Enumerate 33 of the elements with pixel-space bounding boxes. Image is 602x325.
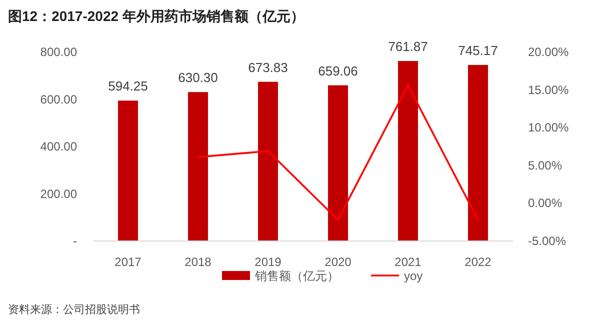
bar [468, 64, 488, 241]
data-label: 673.83 [248, 60, 288, 75]
legend-label: 销售额（亿元） [254, 269, 339, 283]
data-label: 761.87 [388, 39, 428, 54]
x-tick-label: 2018 [184, 255, 212, 269]
x-tick-label: 2022 [464, 255, 492, 269]
data-label: 630.30 [178, 70, 218, 86]
y-tick-label: 600.00 [40, 92, 78, 106]
y2-tick-label: 20.00% [528, 45, 570, 59]
legend-label: yoy [404, 269, 423, 283]
x-tick-label: 2017 [114, 255, 142, 269]
y2-tick-label: -5.00% [528, 234, 566, 248]
x-tick-label: 2021 [394, 255, 422, 269]
data-label: 594.25 [108, 78, 148, 94]
y-tick-label: - [73, 234, 77, 248]
bar [188, 92, 208, 241]
x-tick-label: 2019 [254, 255, 282, 269]
data-label: 745.17 [458, 42, 498, 58]
title: 图12：2017-2022 年外用药市场销售额（亿元） [8, 8, 304, 24]
bar [258, 82, 278, 241]
bar [398, 61, 418, 241]
y-tick-label: 800.00 [40, 45, 78, 59]
text: 资料来源：公司招股说明书 [8, 303, 140, 316]
y2-tick-label: 5.00% [528, 158, 562, 172]
y2-tick-label: 10.00% [528, 120, 570, 135]
y-tick-label: 200.00 [40, 186, 78, 201]
data-label: 659.06 [318, 63, 358, 78]
y-tick-label: 400.00 [40, 140, 78, 154]
y2-tick-label: 0.00% [528, 196, 562, 210]
x-tick-label: 2020 [324, 255, 352, 269]
y2-tick-label: 15.00% [528, 82, 570, 97]
bar [328, 85, 348, 241]
bar [118, 100, 138, 241]
